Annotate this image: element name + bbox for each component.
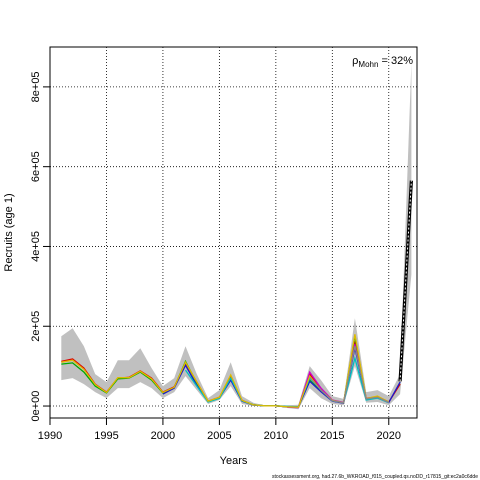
mohn-rho-symbol: ρ xyxy=(352,55,358,67)
y-tick-label: 2e+05 xyxy=(30,311,42,342)
final-estimate-dash xyxy=(399,180,412,382)
plot-frame xyxy=(49,46,418,419)
series-line-7 xyxy=(309,346,390,404)
series-line-3 xyxy=(162,348,401,408)
series-line-6 xyxy=(61,334,390,408)
y-tick-label: 8e+05 xyxy=(30,71,42,102)
x-tick-label: 1990 xyxy=(38,430,62,442)
x-tick-label: 2020 xyxy=(377,430,401,442)
grid-layer xyxy=(50,47,417,418)
y-tick-label: 4e+05 xyxy=(30,231,42,262)
y-axis: 0e+00 2e+05 4e+05 6e+05 8e+05 xyxy=(30,71,51,422)
plot-area xyxy=(49,46,418,419)
y-tick-label: 0e+00 xyxy=(30,391,42,422)
y-tick-label: 6e+05 xyxy=(30,151,42,182)
x-tick-label: 1995 xyxy=(94,430,118,442)
x-tick-label: 2000 xyxy=(151,430,175,442)
x-tick-label: 2005 xyxy=(207,430,231,442)
x-axis-title: Years xyxy=(220,455,248,467)
series-layer xyxy=(61,180,413,409)
x-tick-label: 2015 xyxy=(320,430,344,442)
footer-source: stockassessment.org, had.27.6b_WKROAD_f0… xyxy=(272,474,478,480)
mohn-rho-subscript: Mohn xyxy=(358,60,378,69)
mohn-rho-annotation: ρMohn = 32% xyxy=(352,55,413,69)
x-tick-label: 2010 xyxy=(264,430,288,442)
y-axis-title: Recruits (age 1) xyxy=(3,193,15,271)
series-line-2 xyxy=(61,336,390,408)
mohn-rho-value: = 32% xyxy=(378,55,413,67)
x-axis: 1990 1995 2000 2005 2010 2015 2020 xyxy=(38,417,401,442)
